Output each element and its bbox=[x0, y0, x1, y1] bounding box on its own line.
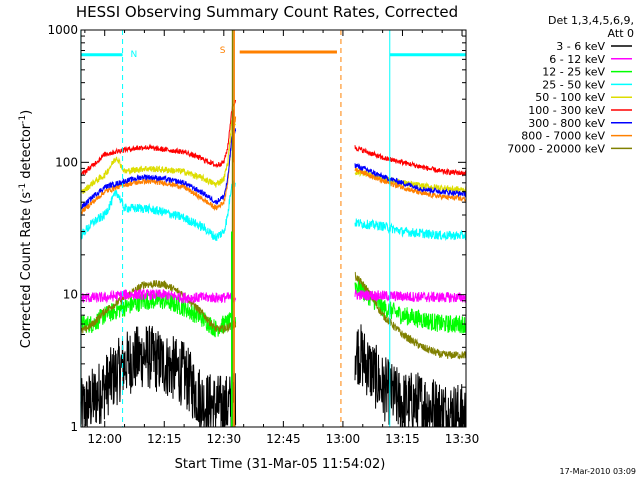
y-axis-title-end: ) bbox=[19, 110, 34, 115]
series-line-0000ff-0 bbox=[80, 128, 237, 210]
y-axis-title-sup2: -1 bbox=[18, 115, 28, 124]
legend-entry-label: 100 - 300 keV bbox=[528, 104, 605, 117]
legend-entry-label: 3 - 6 keV bbox=[556, 40, 605, 53]
y-axis-title: Corrected Count Rate (s-1 detector-1) bbox=[18, 110, 34, 348]
x-tick-label: 13:30 bbox=[445, 432, 480, 446]
y-axis-title-main: Corrected Count Rate (s bbox=[19, 192, 34, 349]
series-line-000000-0 bbox=[80, 325, 237, 428]
series-line-ff8000-0 bbox=[80, 116, 237, 215]
x-tick-label: 12:45 bbox=[266, 432, 301, 446]
x-tick-label: 12:00 bbox=[87, 432, 122, 446]
series-line-ff0000-1 bbox=[354, 145, 467, 177]
legend-entry-label: 800 - 7000 keV bbox=[521, 130, 605, 143]
series-line-ff0000-0 bbox=[80, 99, 237, 178]
footer-timestamp: 17-Mar-2010 03:09 bbox=[560, 467, 637, 476]
night-marker-label: N bbox=[131, 50, 138, 60]
legend-entry-label: 6 - 12 keV bbox=[549, 53, 605, 66]
svg-text:Corrected Count Rate (s-1 dete: Corrected Count Rate (s-1 detector-1) bbox=[18, 110, 34, 348]
chart-title: HESSI Observing Summary Count Rates, Cor… bbox=[76, 3, 458, 21]
legend-entry-label: 7000 - 20000 keV bbox=[507, 142, 605, 155]
series-line-dddd00-1 bbox=[354, 167, 467, 193]
y-tick-label: 1 bbox=[70, 420, 78, 434]
axes: 12:00 12:15 12:30 12:45 13:00 13:15 13:30 1 10 10… bbox=[47, 23, 479, 446]
legend-entry-label: 300 - 800 keV bbox=[528, 117, 605, 130]
series-line-ff00ff-0 bbox=[80, 287, 237, 305]
x-tick-label: 13:15 bbox=[385, 432, 420, 446]
y-tick-label: 10 bbox=[63, 288, 78, 302]
series-line-ff8000-1 bbox=[354, 166, 467, 203]
series-line-dddd00-0 bbox=[80, 119, 237, 195]
y-axis-title-mid: detector bbox=[19, 123, 34, 183]
y-axis-title-sup1: -1 bbox=[18, 183, 28, 192]
x-axis-title: Start Time (31-Mar-05 11:54:02) bbox=[175, 457, 386, 472]
x-tick-label: 13:00 bbox=[326, 432, 361, 446]
legend-header-line2: Att 0 bbox=[608, 27, 634, 40]
series-line-808000-1 bbox=[354, 271, 467, 360]
legend-entry-label: 12 - 25 keV bbox=[542, 66, 605, 79]
series-line-808000-0 bbox=[80, 280, 237, 336]
legend-header-line1: Det 1,3,4,5,6,9, bbox=[548, 14, 634, 27]
series-line-00ff00-1 bbox=[354, 278, 467, 334]
y-tick-label: 100 bbox=[55, 155, 78, 169]
x-tick-label: 12:15 bbox=[147, 432, 182, 446]
legend-entry-label: 25 - 50 keV bbox=[542, 78, 605, 91]
series-line-00ff00-0 bbox=[80, 290, 237, 338]
plot-frame bbox=[80, 29, 467, 428]
series-line-ff00ff-1 bbox=[354, 289, 467, 303]
x-tick-label: 12:30 bbox=[207, 432, 242, 446]
saa-marker-label: S bbox=[220, 46, 226, 56]
series-line-0000ff-1 bbox=[354, 162, 467, 198]
y-tick-label: 1000 bbox=[47, 23, 78, 37]
series-line-00ffff-0 bbox=[80, 179, 236, 242]
legend-entry-label: 50 - 100 keV bbox=[535, 91, 605, 104]
series-line-00ffff-1 bbox=[354, 218, 467, 241]
